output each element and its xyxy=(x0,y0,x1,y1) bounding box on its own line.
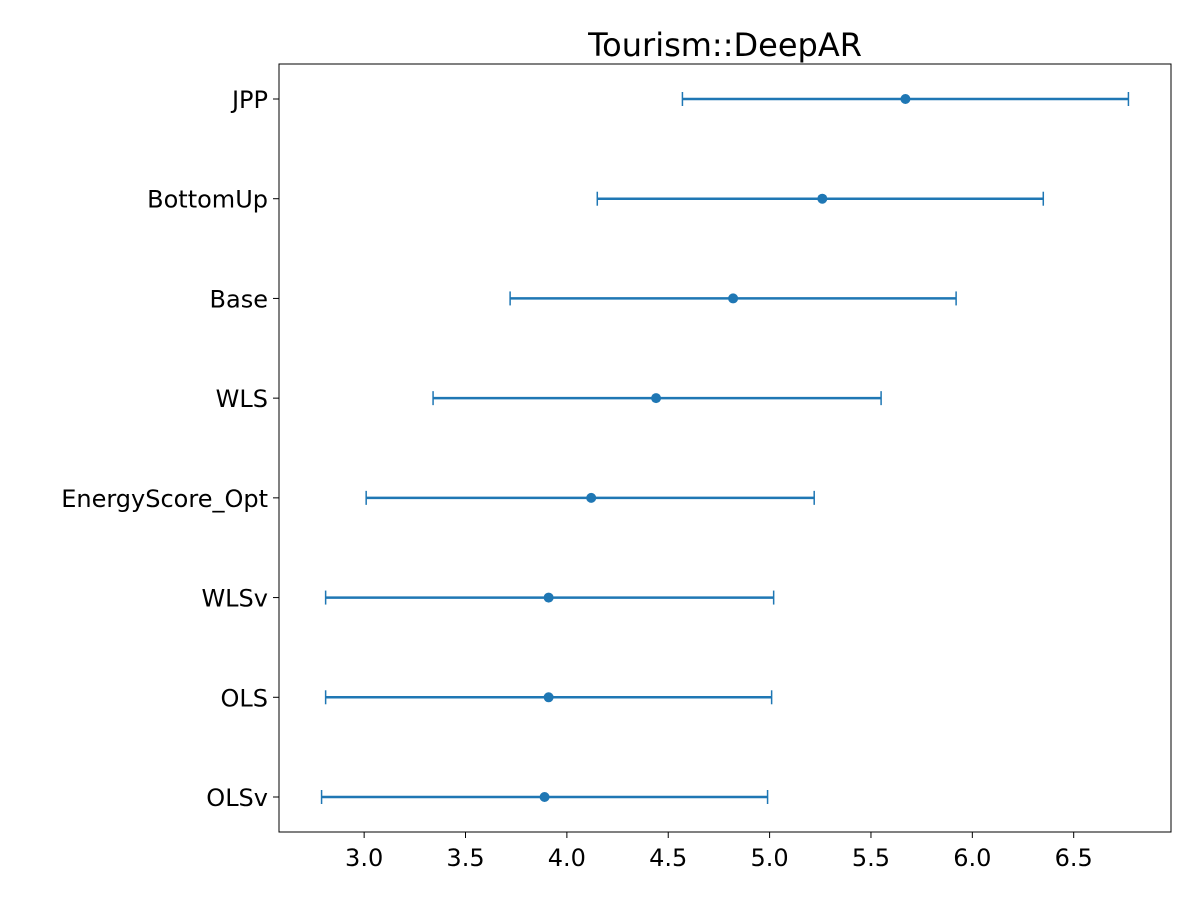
data-point xyxy=(539,792,550,802)
data-point xyxy=(900,94,911,104)
y-tick-label: WLSv xyxy=(201,585,268,613)
x-tick-label: 5.0 xyxy=(751,844,789,872)
y-tick-label: JPP xyxy=(230,86,268,114)
x-tick-label: 4.0 xyxy=(548,844,586,872)
plot-area-frame xyxy=(278,63,1172,833)
y-tick-label: BottomUp xyxy=(147,186,268,214)
y-tick-label: WLS xyxy=(216,385,268,413)
y-tick-label: OLSv xyxy=(206,784,268,812)
x-tick-label: 4.5 xyxy=(649,844,687,872)
x-tick-label: 3.5 xyxy=(446,844,484,872)
x-tick-label: 6.0 xyxy=(953,844,991,872)
data-point xyxy=(586,492,597,503)
x-tick-label: 3.0 xyxy=(345,844,383,872)
chart-title: Tourism::DeepAR xyxy=(587,26,862,64)
data-marks xyxy=(320,92,1130,804)
data-point xyxy=(543,592,554,603)
data-point xyxy=(651,393,662,404)
data-point xyxy=(728,293,739,304)
y-tick-label: EnergyScore_Opt xyxy=(61,485,268,513)
y-tick-label: Base xyxy=(210,285,268,313)
y-tick-label: OLS xyxy=(221,684,269,712)
x-axis: 3.0 3.5 4.0 4.5 5.0 5.5 6.0 6.5 xyxy=(345,832,1093,872)
y-axis: JPP BottomUp Base WLS EnergyScore_Opt WLSv OLS… xyxy=(61,86,279,812)
data-point xyxy=(817,193,828,204)
x-tick-label: 6.5 xyxy=(1055,844,1093,872)
x-tick-label: 5.5 xyxy=(852,844,890,872)
data-point xyxy=(543,692,554,703)
